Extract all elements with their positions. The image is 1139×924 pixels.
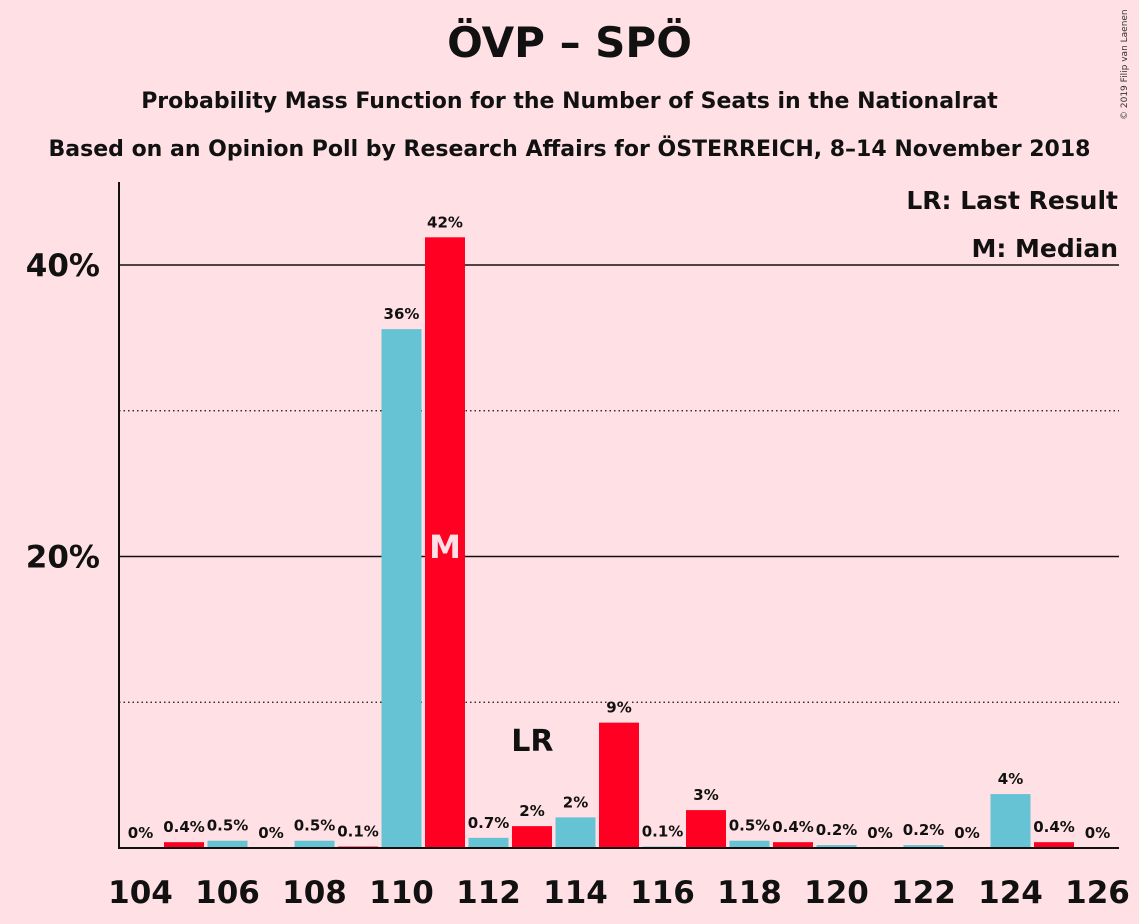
bar-value-label: 0.4% [772,818,814,836]
y-tick-label: 20% [26,540,100,576]
x-tick-label: 116 [630,875,695,911]
bar-label-background [772,818,814,837]
gridlines [119,264,1119,703]
x-tick-label: 114 [543,875,608,911]
bar-label-background [955,824,979,842]
bar-seat-118 [729,840,770,848]
chart-title: ÖVP – SPÖ [447,18,692,67]
legend-last-result: LR: Last Result [906,186,1118,215]
bar-value-label: 42% [427,213,463,231]
bar-value-label: 36% [384,305,420,323]
bar-seat-124 [990,794,1031,848]
bar-value-label: 0.2% [816,821,858,839]
x-tick-label: 112 [456,875,521,911]
bar-value-label: 0.1% [337,823,379,841]
bar-value-label: 0.5% [207,817,249,835]
bar-seat-114 [555,817,596,848]
bar-value-label: 0% [867,824,892,842]
bar-seat-105 [164,842,204,848]
bar-label-background [815,821,858,840]
x-tick-label: 122 [891,875,956,911]
bar-value-label: 0.2% [903,821,945,839]
bars [164,237,1074,848]
bar-value-label: 0.4% [163,818,205,836]
bar-label-background [428,213,462,232]
bar-seat-119 [773,842,813,848]
bar-value-label: 0.5% [294,817,336,835]
x-tick-label: 124 [978,875,1043,911]
x-tick-label: 110 [369,875,434,911]
bar-label-background [641,822,684,841]
bar-label-background [520,802,544,821]
bar-label-background [998,770,1023,789]
bar-value-label: 0.4% [1033,818,1075,836]
bar-seat-108 [294,840,335,848]
bar-value-label: 2% [519,802,544,820]
bar-label-background [868,824,892,842]
bar-value-label: 0.5% [729,817,771,835]
bar-label-background [1085,824,1110,842]
axes: 20% 40% 104 106 108 110 112 114 116 118 120 122 124 1… [26,182,1130,911]
bar-value-label: 0% [954,824,979,842]
median-marker: M [429,528,461,566]
bar-seat-106 [207,840,248,848]
bar-label-background [385,305,418,324]
bar-seat-120 [816,845,857,848]
bar-value-label: 2% [563,793,588,811]
legend-median: M: Median [971,234,1118,263]
bar-label-background [163,818,205,837]
bar-value-label: 0% [258,824,283,842]
bar-label-background [337,822,379,841]
bar-value-label: 9% [606,699,631,717]
bar-seat-113 [512,826,552,848]
bar-label-background [607,698,631,717]
x-tick-label: 106 [195,875,260,911]
bar-label-background [563,793,588,812]
bar-seat-115 [599,722,639,848]
bar-labels: 0% 0.4% 0.5% 0% 0.5% 0.1%36%42%M0.7%2% 2%LR9%0… [128,213,1110,842]
bar-label-background [694,786,718,805]
bar-seat-112 [468,837,509,848]
bar-value-label: 0.1% [642,823,684,841]
last-result-marker: LR [511,724,553,759]
bar-seat-125 [1034,842,1074,848]
x-tick-label: 120 [804,875,869,911]
bar-label-background [206,816,249,835]
x-tick-label: 118 [717,875,782,911]
bar-value-label: 0% [1085,824,1110,842]
bar-seat-111 [425,237,465,848]
bar-label-background [259,824,283,842]
chart-subtitle: Probability Mass Function for the Number… [141,89,998,114]
bar-seat-122 [903,845,944,848]
bar-seat-117 [686,810,726,848]
chart-subtitle-source: Based on an Opinion Poll by Research Aff… [48,137,1091,162]
bar-label-background [293,816,336,835]
bar-label-background [467,813,510,832]
x-tick-label: 108 [282,875,347,911]
bar-value-label: 3% [693,786,718,804]
bar-label-background [902,821,945,840]
x-tick-label: 104 [108,875,173,911]
bar-label-background [128,824,153,842]
bar-value-label: 0.7% [468,814,510,832]
bar-label-background [728,816,771,835]
bar-value-label: 4% [998,770,1023,788]
bar-value-label: 0% [128,824,153,842]
bar-label-background [1033,818,1075,837]
bar-seat-110 [381,329,422,848]
x-tick-label: 126 [1065,875,1130,911]
y-tick-label: 40% [26,248,100,284]
